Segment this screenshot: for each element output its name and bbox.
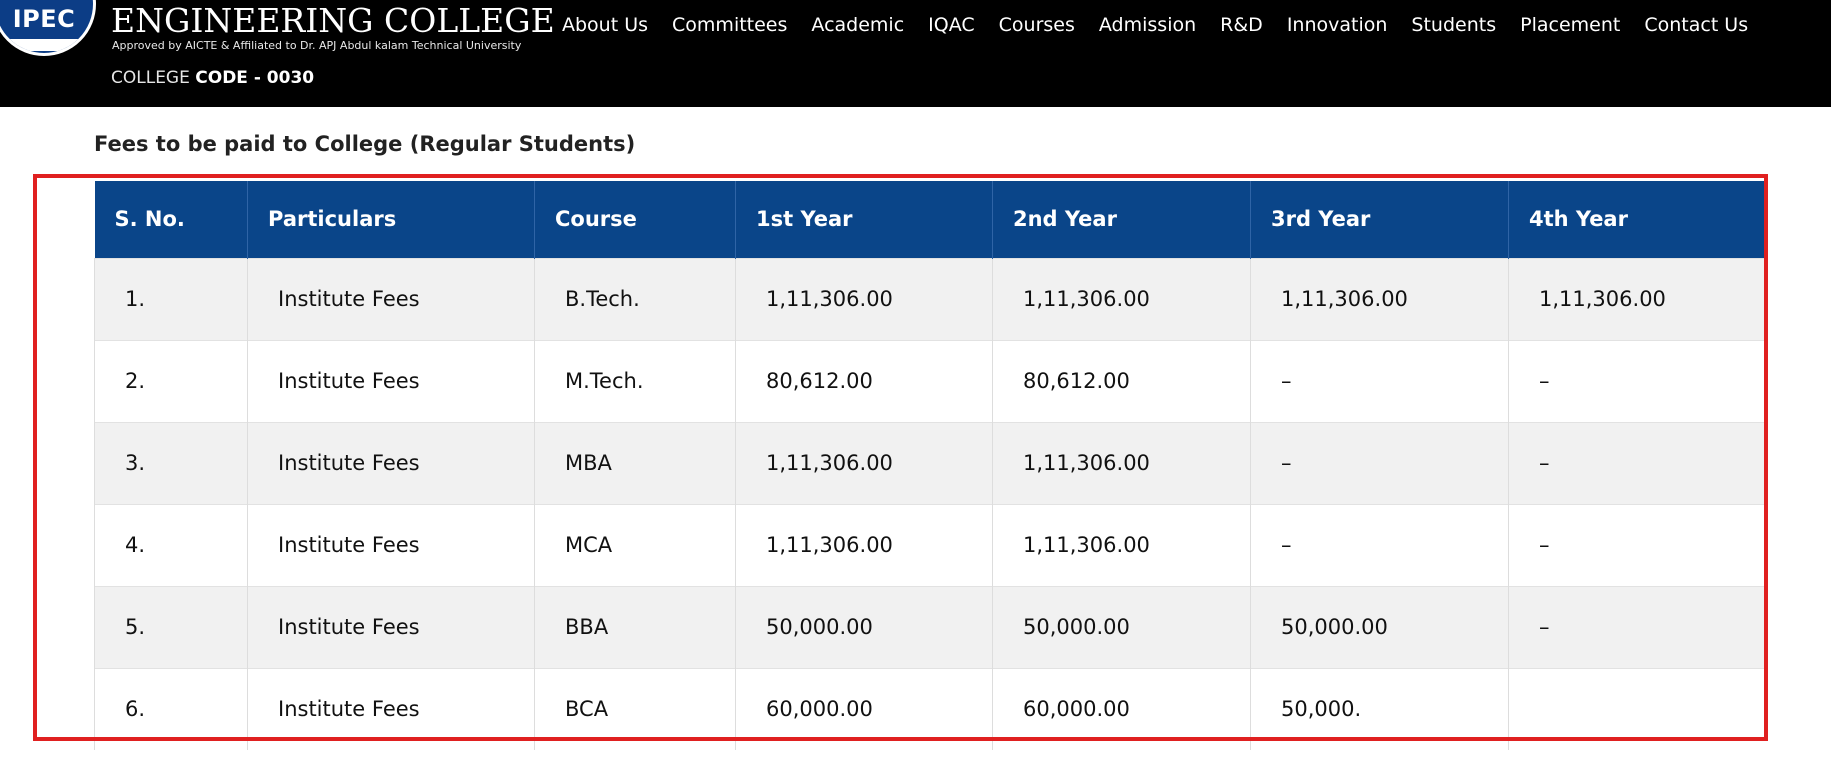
table-cell: 80,612.00 [992, 339, 1251, 422]
table-cell: – [1250, 421, 1509, 504]
table-cell: Institute Fees [247, 257, 535, 340]
college-name[interactable]: ENGINEERING COLLEGE [111, 1, 555, 40]
table-cell: 50,000.00 [992, 585, 1251, 668]
college-code-prefix: COLLEGE [111, 68, 190, 88]
column-header: Particulars [247, 181, 535, 258]
nav-r-and-d[interactable]: R&D [1220, 14, 1263, 36]
nav-courses[interactable]: Courses [998, 14, 1075, 36]
nav-academic[interactable]: Academic [811, 14, 905, 36]
table-cell: BBA [534, 585, 736, 668]
column-header: Course [534, 181, 736, 258]
table-cell: 1,11,306.00 [992, 503, 1251, 586]
table-cell: MBA [534, 421, 736, 504]
table-cell: 1,11,306.00 [992, 421, 1251, 504]
nav-innovation[interactable]: Innovation [1286, 14, 1388, 36]
table-row: 3. Institute Fees MBA 1,11,306.00 1,11,3… [94, 421, 1764, 504]
table-cell: 1,11,306.00 [1508, 257, 1764, 340]
table-cell: – [1250, 503, 1509, 586]
table-cell: 6. [94, 667, 248, 750]
nav-students[interactable]: Students [1411, 14, 1497, 36]
college-code-value: CODE - 0030 [195, 68, 315, 88]
table-cell: – [1508, 503, 1764, 586]
table-cell: 1,11,306.00 [735, 421, 993, 504]
table-cell: M.Tech. [534, 339, 736, 422]
logo-band [0, 39, 93, 51]
college-code: COLLEGE CODE - 0030 [111, 68, 314, 88]
table-cell: – [1508, 585, 1764, 668]
table-cell: Institute Fees [247, 421, 535, 504]
college-logo[interactable]: IPEC [0, 0, 96, 56]
table-cell: Institute Fees [247, 339, 535, 422]
table-cell: 50,000.00 [735, 585, 993, 668]
table-cell: 1. [94, 257, 248, 340]
table-cell: – [1508, 339, 1764, 422]
table-cell: 1,11,306.00 [735, 257, 993, 340]
table-cell: 60,000.00 [992, 667, 1251, 750]
nav-iqac[interactable]: IQAC [928, 14, 975, 36]
table-cell: 3. [94, 421, 248, 504]
fees-table: S. No. Particulars Course 1st Year 2nd Y… [94, 181, 1764, 750]
site-header: IPEC ENGINEERING COLLEGE Approved by AIC… [0, 0, 1831, 107]
table-row: 4. Institute Fees MCA 1,11,306.00 1,11,3… [94, 503, 1764, 586]
table-cell: 2. [94, 339, 248, 422]
table-cell: MCA [534, 503, 736, 586]
table-cell: Institute Fees [247, 667, 535, 750]
table-row: 6. Institute Fees BCA 60,000.00 60,000.0… [94, 667, 1764, 750]
table-cell: – [1508, 421, 1764, 504]
table-cell: 60,000.00 [735, 667, 993, 750]
section-heading: Fees to be paid to College (Regular Stud… [94, 132, 636, 156]
logo-text: IPEC [12, 5, 76, 33]
table-cell: 50,000.00 [1250, 585, 1509, 668]
fees-table-container: S. No. Particulars Course 1st Year 2nd Y… [94, 181, 1764, 757]
table-cell: 4. [94, 503, 248, 586]
column-header: 3rd Year [1250, 181, 1509, 258]
table-row: 1. Institute Fees B.Tech. 1,11,306.00 1,… [94, 257, 1764, 340]
table-cell: – [1250, 339, 1509, 422]
column-header: 1st Year [735, 181, 993, 258]
table-cell: BCA [534, 667, 736, 750]
nav-placement[interactable]: Placement [1520, 14, 1621, 36]
column-header: S. No. [94, 181, 248, 258]
table-cell: Institute Fees [247, 585, 535, 668]
table-cell: 5. [94, 585, 248, 668]
table-cell: B.Tech. [534, 257, 736, 340]
nav-admission[interactable]: Admission [1098, 14, 1197, 36]
table-cell [1508, 667, 1764, 750]
table-row: 5. Institute Fees BBA 50,000.00 50,000.0… [94, 585, 1764, 668]
approval-text: Approved by AICTE & Affiliated to Dr. AP… [112, 39, 522, 52]
table-cell: 50,000. [1250, 667, 1509, 750]
table-cell: 1,11,306.00 [1250, 257, 1509, 340]
nav-contact-us[interactable]: Contact Us [1644, 14, 1749, 36]
table-cell: 1,11,306.00 [735, 503, 993, 586]
table-header-row: S. No. Particulars Course 1st Year 2nd Y… [94, 181, 1764, 258]
table-row: 2. Institute Fees M.Tech. 80,612.00 80,6… [94, 339, 1764, 422]
main-nav: About Us Committees Academic IQAC Course… [560, 12, 1760, 38]
table-cell: 80,612.00 [735, 339, 993, 422]
table-cell: 1,11,306.00 [992, 257, 1251, 340]
table-cell: Institute Fees [247, 503, 535, 586]
column-header: 4th Year [1508, 181, 1764, 258]
nav-about-us[interactable]: About Us [562, 14, 649, 36]
column-header: 2nd Year [992, 181, 1251, 258]
nav-committees[interactable]: Committees [672, 14, 788, 36]
